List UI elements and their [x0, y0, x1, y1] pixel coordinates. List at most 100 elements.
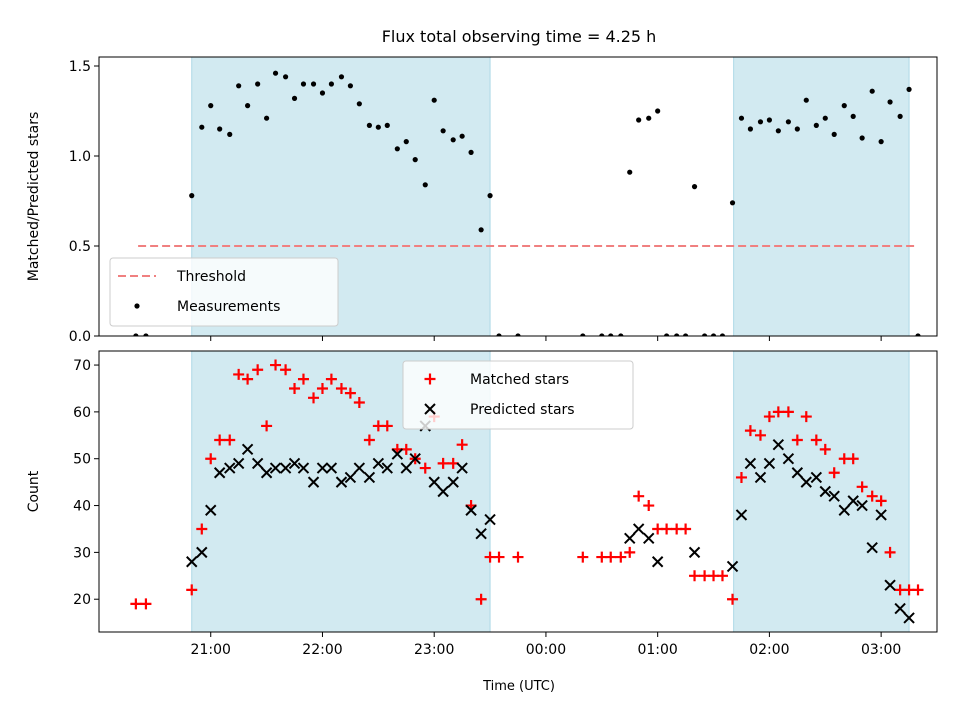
matched-stars-point — [205, 453, 217, 465]
matched-stars-point — [884, 546, 896, 558]
x-axis-label: Time (UTC) — [482, 679, 555, 694]
predicted-stars-point — [205, 504, 217, 516]
measurement-point — [366, 122, 372, 128]
predicted-stars-point — [744, 457, 757, 470]
measurement-point — [646, 115, 652, 121]
measurement-point — [375, 124, 381, 130]
y-tick-label: 50 — [73, 452, 91, 468]
predicted-stars-point — [754, 471, 767, 484]
measurement-point — [227, 131, 233, 137]
matched-stars-point — [615, 551, 627, 563]
predicted-stars-point — [196, 546, 208, 559]
predicted-stars-point — [475, 527, 487, 540]
measurement-point — [859, 135, 865, 141]
matched-stars-point — [475, 593, 487, 605]
matched-stars-point — [735, 471, 747, 483]
matched-stars-point — [624, 546, 636, 558]
predicted-stars-point — [279, 462, 292, 474]
matched-stars-point — [744, 425, 756, 437]
predicted-stars-point — [381, 462, 393, 474]
matched-stars-point — [819, 443, 831, 455]
predicted-stars-point — [810, 471, 823, 484]
measurement-point — [403, 139, 409, 145]
predicted-stars-point — [456, 462, 468, 474]
predicted-stars-point — [688, 546, 701, 559]
measurement-point — [133, 333, 139, 336]
matched-stars-point — [233, 368, 245, 380]
predicted-stars-point — [213, 467, 226, 479]
measurement-point — [618, 333, 624, 336]
measurement-point — [356, 101, 362, 107]
y-tick-label: 30 — [73, 545, 91, 561]
data-markers — [133, 70, 921, 336]
matched-stars-point — [577, 551, 589, 563]
measurement-point — [897, 113, 903, 119]
matched-stars-point — [242, 373, 254, 385]
measurement-point — [719, 333, 726, 336]
predicted-stars-point — [372, 457, 385, 470]
measurement-point — [887, 99, 893, 105]
y-tick-label: 0.0 — [69, 329, 91, 345]
observing-window-shade — [733, 56, 910, 337]
matched-stars-point — [680, 523, 692, 535]
matched-stars-point — [344, 387, 356, 399]
y-tick-label: 1.0 — [69, 149, 91, 165]
y-axis-label: Count — [26, 470, 42, 512]
predicted-stars-point — [186, 556, 198, 568]
predicted-stars-point — [847, 495, 859, 507]
x-tick-label: 03:00 — [861, 642, 901, 658]
x-tick-label: 23:00 — [414, 642, 454, 658]
predicted-stars-point — [251, 457, 264, 470]
measurement-point — [915, 333, 921, 336]
y-tick-label: 40 — [73, 499, 91, 515]
predicted-stars-point — [894, 602, 906, 615]
measurement-point — [729, 200, 736, 206]
matched-stars-point — [335, 382, 347, 394]
measurement-point — [440, 128, 446, 134]
measurement-point — [394, 146, 400, 152]
measurement-point — [496, 333, 502, 336]
predicted-stars-point — [735, 509, 748, 521]
measurement-point — [580, 333, 586, 336]
measurement-point — [683, 333, 689, 336]
legend-box — [402, 360, 634, 430]
matched-stars-point — [763, 411, 775, 423]
matched-stars-point — [261, 420, 273, 432]
measurement-point — [255, 81, 261, 87]
measurement-point — [906, 86, 912, 92]
y-tick-label: 70 — [73, 358, 91, 374]
matched-stars-point — [493, 551, 505, 563]
measurement-point — [831, 131, 837, 137]
x-tick-label: 01:00 — [637, 642, 677, 658]
legend-measurement-swatch — [134, 303, 140, 309]
matched-stars-point — [875, 495, 887, 507]
matched-stars-point — [828, 467, 840, 479]
predicted-stars-point — [400, 462, 412, 474]
legend-label: Threshold — [176, 269, 246, 285]
matched-stars-point — [140, 598, 152, 610]
matched-stars-point — [772, 406, 784, 418]
predicted-stars-point — [428, 476, 440, 488]
predicted-stars-point — [782, 453, 795, 465]
matched-stars-point — [214, 434, 226, 446]
matched-stars-point — [727, 593, 739, 605]
matched-stars-point — [856, 481, 868, 493]
measurement-point — [236, 83, 242, 89]
matched-stars-point — [866, 490, 878, 502]
matched-stars-point — [782, 406, 794, 418]
y-tick-label: 0.5 — [69, 239, 91, 255]
measurement-point — [691, 184, 698, 190]
measurement-point — [310, 81, 317, 87]
matched-stars-point — [605, 551, 617, 563]
y-axis-label: Matched/Predicted stars — [26, 112, 42, 282]
y-tick-label: 1.5 — [69, 59, 91, 75]
measurement-point — [459, 133, 465, 139]
matched-stars-point — [512, 551, 524, 563]
measurement-point — [747, 126, 754, 132]
legend-label: Matched stars — [470, 372, 569, 388]
matched-stars-point — [810, 434, 822, 446]
legend-label: Measurements — [177, 299, 280, 315]
predicted-stars-point — [437, 485, 449, 498]
matched-stars-point — [308, 392, 320, 404]
